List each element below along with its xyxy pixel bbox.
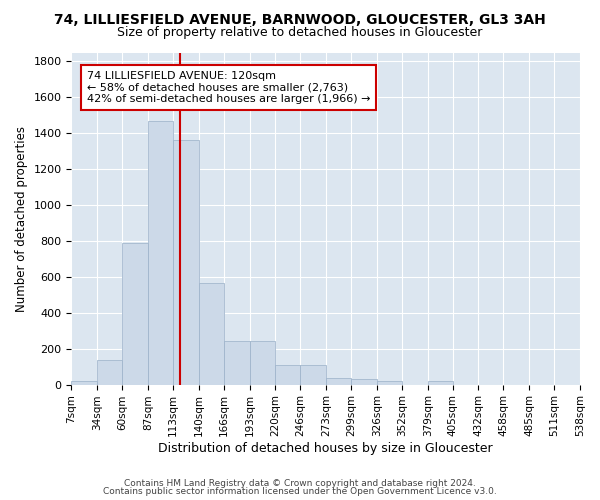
Bar	[122, 243, 148, 384]
Text: 74, LILLIESFIELD AVENUE, BARNWOOD, GLOUCESTER, GL3 3AH: 74, LILLIESFIELD AVENUE, BARNWOOD, GLOUC…	[54, 12, 546, 26]
Bar	[275, 365, 301, 384]
Text: Contains public sector information licensed under the Open Government Licence v3: Contains public sector information licen…	[103, 487, 497, 496]
Bar	[71, 381, 97, 384]
Bar	[351, 379, 377, 384]
Y-axis label: Number of detached properties: Number of detached properties	[15, 126, 28, 312]
Bar	[428, 381, 452, 384]
Text: Size of property relative to detached houses in Gloucester: Size of property relative to detached ho…	[118, 26, 482, 39]
Bar	[301, 365, 326, 384]
Text: 74 LILLIESFIELD AVENUE: 120sqm
← 58% of detached houses are smaller (2,763)
42% : 74 LILLIESFIELD AVENUE: 120sqm ← 58% of …	[86, 71, 370, 104]
Bar	[199, 283, 224, 384]
Bar	[173, 140, 199, 384]
Bar	[97, 360, 122, 384]
X-axis label: Distribution of detached houses by size in Gloucester: Distribution of detached houses by size …	[158, 442, 493, 455]
Bar	[224, 340, 250, 384]
Bar	[250, 340, 275, 384]
Text: Contains HM Land Registry data © Crown copyright and database right 2024.: Contains HM Land Registry data © Crown c…	[124, 478, 476, 488]
Bar	[326, 378, 351, 384]
Bar	[377, 381, 402, 384]
Bar	[148, 120, 173, 384]
